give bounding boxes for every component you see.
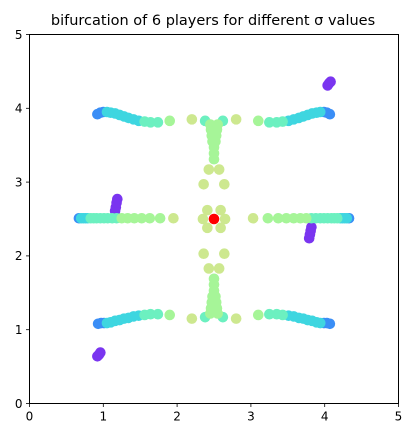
y-tick-label: 3: [15, 175, 23, 189]
x-tick-label: 0: [26, 410, 34, 424]
data-point: [129, 212, 140, 224]
data-point: [247, 212, 259, 224]
y-tick-label: 0: [15, 397, 23, 411]
data-point: [202, 204, 213, 216]
data-point: [154, 212, 166, 224]
data-point: [325, 76, 336, 88]
data-point: [252, 115, 264, 127]
data-point: [203, 263, 215, 274]
data-point: [208, 153, 220, 165]
data-point: [230, 313, 242, 324]
data-point: [219, 248, 230, 259]
data-point: [252, 309, 264, 321]
data-point: [164, 115, 176, 127]
center-point: [208, 213, 220, 225]
data-point: [213, 263, 225, 274]
data-point: [136, 212, 147, 224]
data-point: [152, 117, 164, 128]
data-point: [152, 308, 164, 320]
data-point: [219, 179, 230, 190]
data-point: [271, 308, 283, 320]
data-point: [202, 222, 213, 234]
data-point: [208, 273, 220, 285]
x-axis-ticks: 0 1 2 3 4 5: [26, 403, 403, 424]
points-layer: [73, 76, 355, 362]
data-point: [168, 212, 179, 224]
x-tick-label: 2: [173, 410, 181, 424]
data-point: [219, 213, 231, 225]
data-point: [145, 117, 156, 128]
data-point: [272, 212, 284, 224]
y-tick-label: 1: [15, 323, 23, 337]
data-point: [197, 213, 209, 225]
data-point: [215, 222, 226, 234]
data-point: [306, 221, 317, 233]
y-tick-label: 4: [15, 102, 23, 116]
data-point: [198, 179, 209, 190]
data-point: [186, 313, 198, 324]
data-point: [164, 309, 176, 321]
data-point: [186, 114, 198, 125]
x-tick-label: 3: [247, 410, 255, 424]
plot-area-frame: [29, 34, 399, 404]
data-point: [281, 212, 292, 224]
y-tick-label: 5: [15, 28, 23, 42]
chart-title: bifurcation of 6 players for different σ…: [51, 13, 375, 29]
x-tick-label: 5: [395, 410, 403, 424]
x-tick-label: 4: [321, 410, 329, 424]
data-point: [198, 248, 209, 259]
data-point: [203, 164, 215, 175]
data-point: [264, 308, 275, 320]
y-tick-label: 2: [15, 249, 23, 263]
data-point: [95, 347, 106, 358]
x-tick-label: 1: [99, 410, 107, 424]
data-point: [112, 193, 123, 205]
data-point: [264, 117, 275, 128]
data-point: [230, 114, 242, 125]
data-point: [144, 212, 156, 224]
data-point: [271, 117, 283, 128]
data-point: [262, 212, 274, 224]
data-point: [215, 204, 226, 216]
y-axis-ticks: 0 1 2 3 4 5: [15, 28, 30, 411]
data-point: [213, 164, 225, 175]
data-point: [288, 212, 300, 224]
data-point: [145, 308, 156, 320]
